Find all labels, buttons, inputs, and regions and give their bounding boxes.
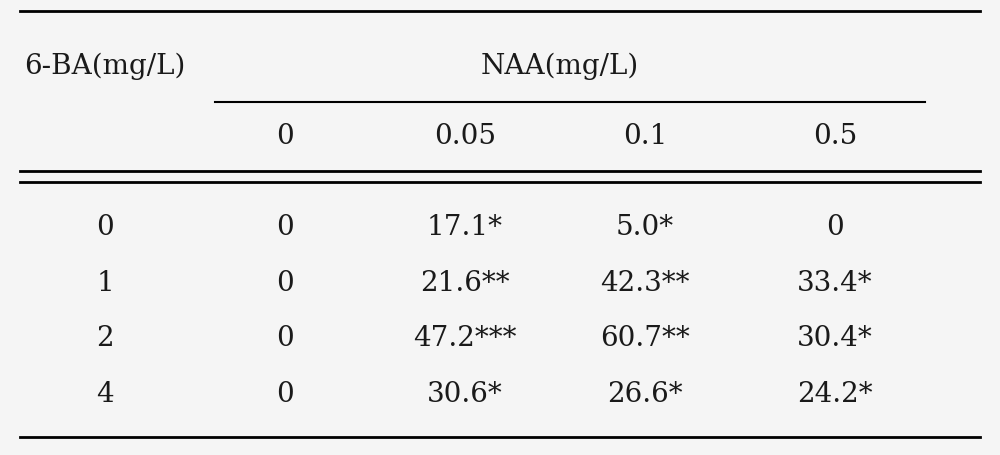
Text: 0: 0 — [276, 214, 294, 241]
Text: 0: 0 — [276, 325, 294, 352]
Text: 30.6*: 30.6* — [427, 380, 503, 408]
Text: 24.2*: 24.2* — [797, 380, 873, 408]
Text: 0.5: 0.5 — [813, 123, 857, 150]
Text: 0: 0 — [276, 123, 294, 150]
Text: 26.6*: 26.6* — [607, 380, 683, 408]
Text: 0: 0 — [826, 214, 844, 241]
Text: 47.2***: 47.2*** — [413, 325, 517, 352]
Text: 6-BA(mg/L): 6-BA(mg/L) — [24, 52, 186, 80]
Text: 4: 4 — [96, 380, 114, 408]
Text: 30.4*: 30.4* — [797, 325, 873, 352]
Text: 0.1: 0.1 — [623, 123, 667, 150]
Text: 42.3**: 42.3** — [600, 269, 690, 297]
Text: 1: 1 — [96, 269, 114, 297]
Text: 17.1*: 17.1* — [427, 214, 503, 241]
Text: 60.7**: 60.7** — [600, 325, 690, 352]
Text: 0: 0 — [96, 214, 114, 241]
Text: 0.05: 0.05 — [434, 123, 496, 150]
Text: 33.4*: 33.4* — [797, 269, 873, 297]
Text: 21.6**: 21.6** — [420, 269, 510, 297]
Text: 0: 0 — [276, 380, 294, 408]
Text: 2: 2 — [96, 325, 114, 352]
Text: NAA(mg/L): NAA(mg/L) — [481, 52, 639, 80]
Text: 0: 0 — [276, 269, 294, 297]
Text: 5.0*: 5.0* — [616, 214, 674, 241]
